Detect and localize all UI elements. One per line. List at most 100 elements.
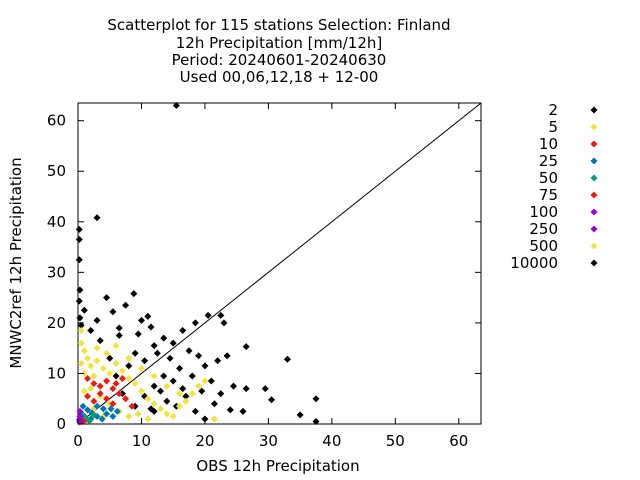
data-point <box>77 321 85 329</box>
data-point <box>112 342 120 350</box>
data-point <box>75 256 83 264</box>
data-point <box>84 375 92 383</box>
x-tick-label: 30 <box>259 432 278 450</box>
data-point <box>201 362 209 370</box>
data-point <box>77 339 85 347</box>
data-point <box>118 375 126 383</box>
data-point <box>75 297 83 305</box>
data-point <box>125 375 133 383</box>
data-point <box>77 326 85 334</box>
data-point <box>125 362 133 370</box>
data-point <box>93 316 101 324</box>
data-point <box>87 385 95 393</box>
data-point <box>93 214 101 222</box>
data-point <box>137 364 145 372</box>
data-point <box>144 415 152 423</box>
legend-marker <box>590 259 598 267</box>
data-point <box>122 301 130 309</box>
data-point <box>239 407 247 415</box>
data-point <box>150 372 158 380</box>
legend-label: 500 <box>529 237 558 255</box>
legend-label: 75 <box>539 186 558 204</box>
data-point <box>98 415 106 423</box>
data-point <box>93 357 101 365</box>
data-point <box>131 349 139 357</box>
data-point <box>84 392 92 400</box>
data-point <box>176 402 184 410</box>
data-point <box>198 387 206 395</box>
data-point <box>134 330 142 338</box>
x-tick-label: 10 <box>132 432 151 450</box>
data-point <box>107 405 115 413</box>
legend-marker <box>590 106 598 114</box>
data-point <box>106 354 114 362</box>
data-point <box>75 235 83 243</box>
legend-marker <box>590 242 598 250</box>
data-point <box>312 417 320 425</box>
data-point <box>166 354 174 362</box>
data-point <box>115 324 123 332</box>
data-point <box>226 406 234 414</box>
x-axis: 0 10 20 30 40 50 60 <box>73 103 468 450</box>
data-point <box>150 400 158 408</box>
data-point <box>93 402 101 410</box>
data-point <box>172 102 180 110</box>
data-point <box>176 390 184 398</box>
data-point <box>210 415 218 423</box>
data-point <box>157 405 165 413</box>
data-point <box>96 337 104 345</box>
series-100 <box>76 407 84 426</box>
data-point <box>96 382 104 390</box>
data-point <box>153 349 161 357</box>
data-point <box>220 319 228 327</box>
data-point <box>85 417 93 425</box>
data-point <box>84 354 92 362</box>
data-point <box>195 382 203 390</box>
data-point <box>128 402 136 410</box>
data-point <box>261 385 269 393</box>
y-tick-label: 20 <box>47 314 66 332</box>
data-point <box>217 390 225 398</box>
data-point <box>134 410 142 418</box>
data-point <box>163 382 171 390</box>
data-point <box>118 367 126 375</box>
legend-marker <box>590 208 598 216</box>
data-point <box>103 410 111 418</box>
data-point <box>109 412 117 420</box>
data-point <box>210 400 218 408</box>
x-tick-label: 0 <box>73 432 83 450</box>
legend-label: 2 <box>548 101 558 119</box>
data-point <box>109 385 117 393</box>
data-point <box>87 326 95 334</box>
data-point <box>99 364 107 372</box>
data-point <box>87 362 95 370</box>
data-point <box>96 390 104 398</box>
data-point <box>195 352 203 360</box>
data-point <box>283 355 291 363</box>
data-point <box>76 314 84 322</box>
series-5 <box>77 326 218 423</box>
legend-marker <box>590 174 598 182</box>
data-point <box>125 412 133 420</box>
diagonal-layer <box>77 102 482 425</box>
points-layer <box>75 102 320 426</box>
data-point <box>160 372 168 380</box>
x-axis-label: OBS 12h Precipitation <box>196 457 359 475</box>
data-point <box>103 377 111 385</box>
series-2 <box>75 102 320 425</box>
data-point <box>179 385 187 393</box>
legend-label: 5 <box>548 118 558 136</box>
data-point <box>191 319 199 327</box>
legend-label: 10 <box>539 135 558 153</box>
data-point <box>169 412 177 420</box>
data-point <box>112 359 120 367</box>
title-line-3: Period: 20240601-20240630 <box>172 51 387 69</box>
data-point <box>163 397 171 405</box>
data-point <box>242 343 250 351</box>
data-point <box>80 387 88 395</box>
data-point <box>160 334 168 342</box>
data-point <box>204 311 212 319</box>
legend-marker <box>590 225 598 233</box>
y-axis-label: MNWC2ref 12h Precipitation <box>7 157 25 368</box>
